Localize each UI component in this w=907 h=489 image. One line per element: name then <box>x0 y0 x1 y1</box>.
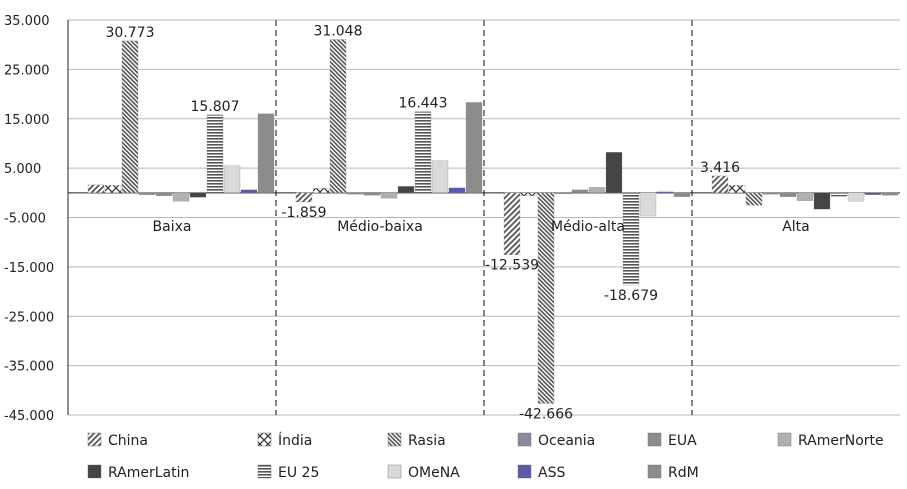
data-label-china-medio-baixa: -1.859 <box>281 205 326 221</box>
bar-ramerlatin-baixa <box>189 192 207 198</box>
bar-omena-baixa <box>223 165 241 193</box>
bar-ramernorte-medio-alta <box>588 187 606 193</box>
legend: China Índia Rasia Oceania EUA RAmerNorte RAmer… <box>87 432 884 481</box>
legend-swatch-oceania <box>517 432 532 447</box>
legend-swatch-eua <box>647 432 662 447</box>
bar-eua-medio-alta <box>571 189 589 193</box>
legend-swatch-ramerlatin <box>87 464 102 479</box>
bar-china-alta <box>711 175 729 193</box>
bar-india-alta <box>728 185 746 193</box>
legend-swatch-omena <box>387 464 402 479</box>
y-tick-label: -25.000 <box>4 310 54 325</box>
category-label-baixa: Baixa <box>153 219 192 235</box>
bar-ramerlatin-medio-alta <box>605 152 623 193</box>
bar-india-medio-alta <box>520 192 538 196</box>
bar-china-baixa <box>87 184 105 193</box>
bar-eu-25-alta <box>830 192 848 197</box>
y-tick-label: 35.000 <box>4 14 50 29</box>
y-tick-label: -35.000 <box>4 360 54 375</box>
legend-label-ass: ASS <box>538 465 565 481</box>
y-tick-label: -45.000 <box>4 409 54 424</box>
legend-label-rasia: Rasia <box>408 433 446 449</box>
bar-ramernorte-medio-baixa <box>380 192 398 199</box>
bar-ass-alta <box>864 192 882 195</box>
bar-ass-baixa <box>240 189 258 193</box>
y-tick-label: -15.000 <box>4 261 54 276</box>
data-label-china-medio-alta: -12.539 <box>485 258 539 274</box>
bar-eu-25-medio-baixa <box>414 111 432 193</box>
bar-ramernorte-alta <box>796 192 814 201</box>
category-separators <box>275 20 693 415</box>
bar-india-medio-baixa <box>312 188 330 193</box>
y-tick-label: -5.000 <box>4 212 46 227</box>
bar-ass-medio-baixa <box>448 187 466 193</box>
y-tick-label: 15.000 <box>4 113 50 128</box>
data-label-rasia-baixa: 30.773 <box>106 25 155 41</box>
legend-label-ramernorte: RAmerNorte <box>798 433 884 449</box>
bar-eu-25-baixa <box>206 114 224 193</box>
bar-omena-alta <box>847 192 865 202</box>
bar-eua-baixa <box>155 192 173 196</box>
legend-swatch-ass <box>517 464 532 479</box>
bar-rdm-medio-alta <box>673 192 691 197</box>
legend-label-oceania: Oceania <box>538 433 595 449</box>
bar-rasia-baixa <box>121 40 139 193</box>
legend-swatch-eu-25 <box>257 464 272 479</box>
legend-label-india: Índia <box>278 432 312 449</box>
labels: 35.000 25.000 15.000 5.000 -5.000 -15.000 -25.… <box>4 14 810 424</box>
bar-ramerlatin-alta <box>813 192 831 210</box>
legend-label-omena: OMeNA <box>408 465 460 481</box>
category-label-alta: Alta <box>782 219 810 235</box>
bar-eua-medio-baixa <box>363 192 381 196</box>
bar-rdm-baixa <box>257 113 275 193</box>
legend-label-china: China <box>108 433 148 449</box>
bars <box>87 39 899 404</box>
bar-china-medio-baixa <box>295 192 313 203</box>
bar-rasia-medio-alta <box>537 192 555 404</box>
data-label-eu-25-baixa: 15.807 <box>191 99 240 115</box>
bar-rasia-medio-baixa <box>329 39 347 193</box>
legend-label-rdm: RdM <box>668 465 699 481</box>
bar-eua-alta <box>779 192 797 197</box>
bar-oceania-baixa <box>138 192 156 195</box>
bar-oceania-medio-baixa <box>346 192 364 195</box>
y-tick-label: 25.000 <box>4 63 50 78</box>
bar-rdm-medio-baixa <box>465 102 483 193</box>
bar-oceania-alta <box>762 192 780 195</box>
bar-ramernorte-baixa <box>172 192 190 202</box>
bar-ramerlatin-medio-baixa <box>397 186 415 193</box>
legend-label-ramerlatin: RAmerLatin <box>108 465 189 481</box>
bar-china-medio-alta <box>503 192 521 255</box>
bar-rasia-alta <box>745 192 763 206</box>
legend-swatch-china <box>87 432 102 447</box>
data-label-rasia-medio-alta: -42.666 <box>519 406 573 422</box>
bar-oceania-medio-alta <box>554 192 572 194</box>
bar-ass-medio-alta <box>656 191 674 193</box>
legend-label-eua: EUA <box>668 433 697 449</box>
bar-india-baixa <box>104 185 122 193</box>
legend-swatch-india <box>257 432 272 447</box>
legend-swatch-rdm <box>647 464 662 479</box>
data-label-rasia-medio-baixa: 31.048 <box>314 24 363 40</box>
bar-rdm-alta <box>881 192 899 196</box>
bar-omena-medio-baixa <box>431 160 449 193</box>
category-label-medio-baixa: Médio-baixa <box>337 219 423 235</box>
data-label-china-alta: 3.416 <box>700 160 740 176</box>
data-label-eu-25-medio-alta: -18.679 <box>604 288 658 304</box>
y-tick-label: 5.000 <box>4 162 41 177</box>
legend-swatch-rasia <box>387 432 402 447</box>
legend-label-eu-25: EU 25 <box>278 465 319 481</box>
data-label-eu-25-medio-baixa: 16.443 <box>399 96 448 112</box>
category-label-medio-alta: Médio-alta <box>551 219 625 235</box>
bar-omena-medio-alta <box>639 192 657 217</box>
bar-eu-25-medio-alta <box>622 192 640 286</box>
legend-swatch-ramernorte <box>777 432 792 447</box>
